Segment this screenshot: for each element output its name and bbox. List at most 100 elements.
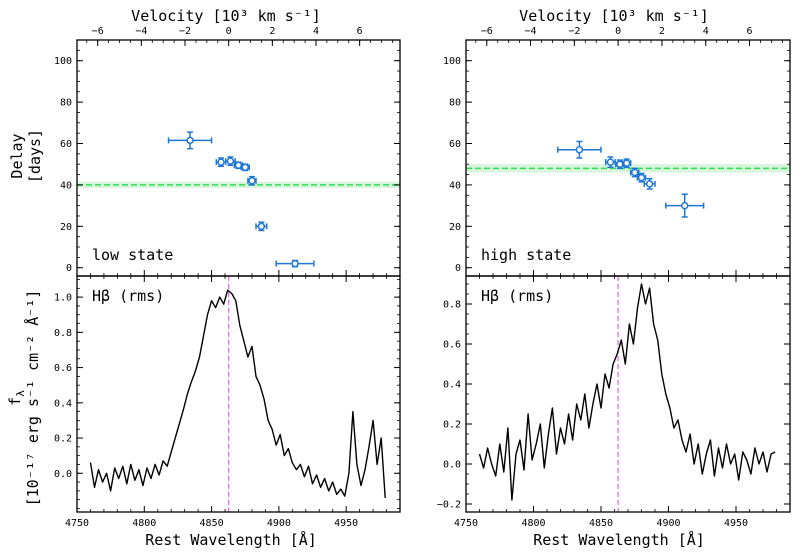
velocity-tick-label: 0 [615,26,621,37]
y-tick-label: 0.4 [443,380,461,391]
x-tick-label: 4850 [589,518,613,529]
y-tick-label: 0.4 [54,398,72,409]
reference-band [77,181,400,189]
panel-content [466,140,790,218]
data-point [240,163,251,172]
bottom-xlabel-right: Rest Wavelength [Å] [533,530,705,549]
panel-content [478,276,776,512]
data-point [665,193,705,218]
data-point [247,175,257,186]
velocity-tick-label: 2 [269,26,275,37]
data-marker [226,157,235,165]
data-marker [606,158,615,166]
y-tick-label: 40 [60,180,72,191]
spectrum-line [478,283,776,501]
x-tick-label: 4900 [656,518,680,529]
x-tick-label: 4950 [724,518,748,529]
panel-content [89,276,386,512]
data-point [224,156,236,166]
panel-frame [76,39,401,277]
velocity-tick-label: −4 [135,26,147,37]
data-marker [291,259,299,268]
y-tick-label: 0.0 [54,469,72,480]
velocity-tick-label: −4 [525,26,537,37]
data-point [255,221,268,232]
y-tick-label: 0.2 [443,420,461,431]
velocity-tick-label: −2 [179,26,191,37]
y-tick-label: 20 [60,222,72,233]
velocity-tick-label: 4 [703,26,709,37]
data-marker [680,201,689,210]
panel-frame [465,39,791,277]
y-tick-label: 0.8 [443,300,461,311]
delay-axis-title: Delay [days] [8,129,44,183]
data-point [215,157,227,168]
velocity-tick-label: −2 [568,26,580,37]
data-marker [575,145,584,154]
x-tick-label: 4750 [65,518,89,529]
x-tick-label: 4900 [267,518,291,529]
y-tick-label: 0 [455,263,461,274]
delay-ylabel: Delay [8,133,26,178]
bottom-xlabel-left: Rest Wavelength [Å] [145,530,317,549]
data-marker [645,180,654,188]
delay-panel-low: 0 20 40 60 80 100 −6 −4 −2 0 2 4 6 low state [54,26,401,277]
y-tick-label: 0 [66,263,72,274]
data-point [636,172,647,183]
top-velocity-title-left: Velocity [10³ km s⁻¹] [131,7,321,25]
data-marker [241,163,249,172]
y-tick-label: 0.6 [443,340,461,351]
y-tick-label: 0.0 [443,460,461,471]
y-tick-label: 0.2 [54,434,72,445]
y-tick-label: 80 [60,98,72,109]
spectrum-panel-low: 0.0 0.2 0.4 0.6 0.8 1.0 4750 4800 4850 4900 4950 Hβ… [54,275,401,529]
y-tick-label: 100 [54,56,72,67]
data-marker [248,177,256,185]
x-tick-label: 4800 [521,518,545,529]
panel-label: Hβ (rms) [92,287,164,305]
flux-ylabel-sub: λ [14,390,27,397]
y-tick-label: −0.2 [437,500,461,511]
y-tick-label: 100 [443,56,461,67]
x-tick-label: 4850 [200,518,224,529]
panel-label: high state [481,246,571,264]
velocity-tick-label: 2 [659,26,665,37]
velocity-tick-label: 4 [313,26,319,37]
delay-panel-high: 0 20 40 60 80 100 −6 −4 −2 0 2 4 6 high state [443,26,791,277]
data-point [621,158,632,169]
data-marker [622,159,631,167]
data-marker [257,222,266,231]
velocity-tick-label: −6 [481,26,493,37]
y-tick-label: 0.6 [54,363,72,374]
y-tick-label: 60 [60,139,72,150]
x-tick-label: 4800 [132,518,156,529]
y-tick-label: 1.0 [54,293,72,304]
x-tick-label: 4750 [454,518,478,529]
velocity-tick-label: 6 [357,26,363,37]
panel-content [77,131,400,268]
data-marker [637,173,646,182]
data-point [557,140,602,159]
y-tick-label: 0.8 [54,328,72,339]
data-point [643,177,656,190]
spectrum-panel-high: −0.2 0.0 0.2 0.4 0.6 0.8 4750 4800 4850 4900 4950 H… [437,275,791,529]
flux-yunit: [10⁻¹⁷ erg s⁻¹ cm⁻² Å⁻¹] [23,290,42,507]
top-velocity-title-right: Velocity [10³ km s⁻¹] [519,7,709,25]
flux-axis-title: fλ [10⁻¹⁷ erg s⁻¹ cm⁻² Å⁻¹] [6,290,42,507]
spectrum-line [89,289,386,498]
y-tick-label: 20 [449,222,461,233]
x-tick-label: 4950 [334,518,358,529]
delay-yunit: [days] [26,129,44,183]
data-marker [631,168,639,177]
y-tick-label: 60 [449,139,461,150]
panel-label: Hβ (rms) [481,287,553,305]
velocity-tick-label: −6 [92,26,104,37]
data-marker [186,136,194,145]
data-marker [217,158,225,166]
y-tick-label: 80 [449,98,461,109]
velocity-tick-label: 0 [226,26,232,37]
data-point [167,131,213,150]
velocity-tick-label: 6 [747,26,753,37]
data-point [275,259,315,268]
